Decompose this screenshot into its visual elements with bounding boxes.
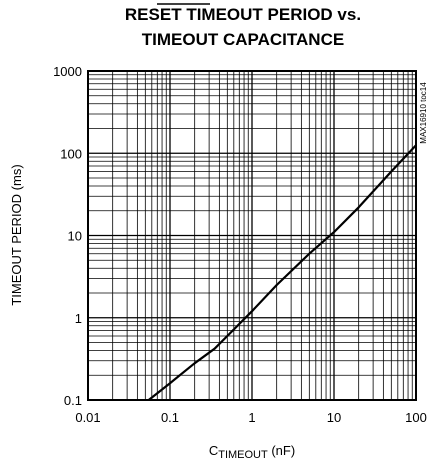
y-tick-label: 1 xyxy=(75,311,82,326)
chart-title-overbar-word: RESET xyxy=(125,5,182,24)
x-tick-label: 10 xyxy=(327,410,341,425)
series xyxy=(148,144,417,401)
y-tick-label: 1000 xyxy=(53,64,82,79)
y-axis-label: TIMEOUT PERIOD (ms) xyxy=(9,164,24,305)
x-tick-label: 100 xyxy=(405,410,427,425)
x-tick-label: 0.1 xyxy=(161,410,179,425)
x-tick-label: 1 xyxy=(248,410,255,425)
series-line xyxy=(148,144,417,401)
chart-title-line1: RESET TIMEOUT PERIOD vs. xyxy=(125,5,361,24)
y-tick-label: 0.1 xyxy=(64,393,82,408)
x-tick-label: 0.01 xyxy=(75,410,100,425)
chart-title-line1-rest: TIMEOUT PERIOD vs. xyxy=(182,5,361,24)
tick-labels: 0.01 0.1 1 10 100 0.1 1 10 100 1000 xyxy=(53,64,427,425)
x-axis-label-subscript: TIMEOUT xyxy=(218,449,268,461)
grid xyxy=(88,71,416,400)
x-axis-label-unit: (nF) xyxy=(268,443,295,458)
y-tick-label: 100 xyxy=(60,146,82,161)
chart-title-line2: TIMEOUT CAPACITANCE xyxy=(142,30,344,49)
y-tick-label: 10 xyxy=(68,229,82,244)
x-axis-label-main: C xyxy=(209,443,218,458)
plot-frame xyxy=(87,70,417,401)
part-number-label: MAX16910 toc14 xyxy=(419,82,428,144)
x-axis-label: CTIMEOUT (nF) xyxy=(209,443,295,461)
